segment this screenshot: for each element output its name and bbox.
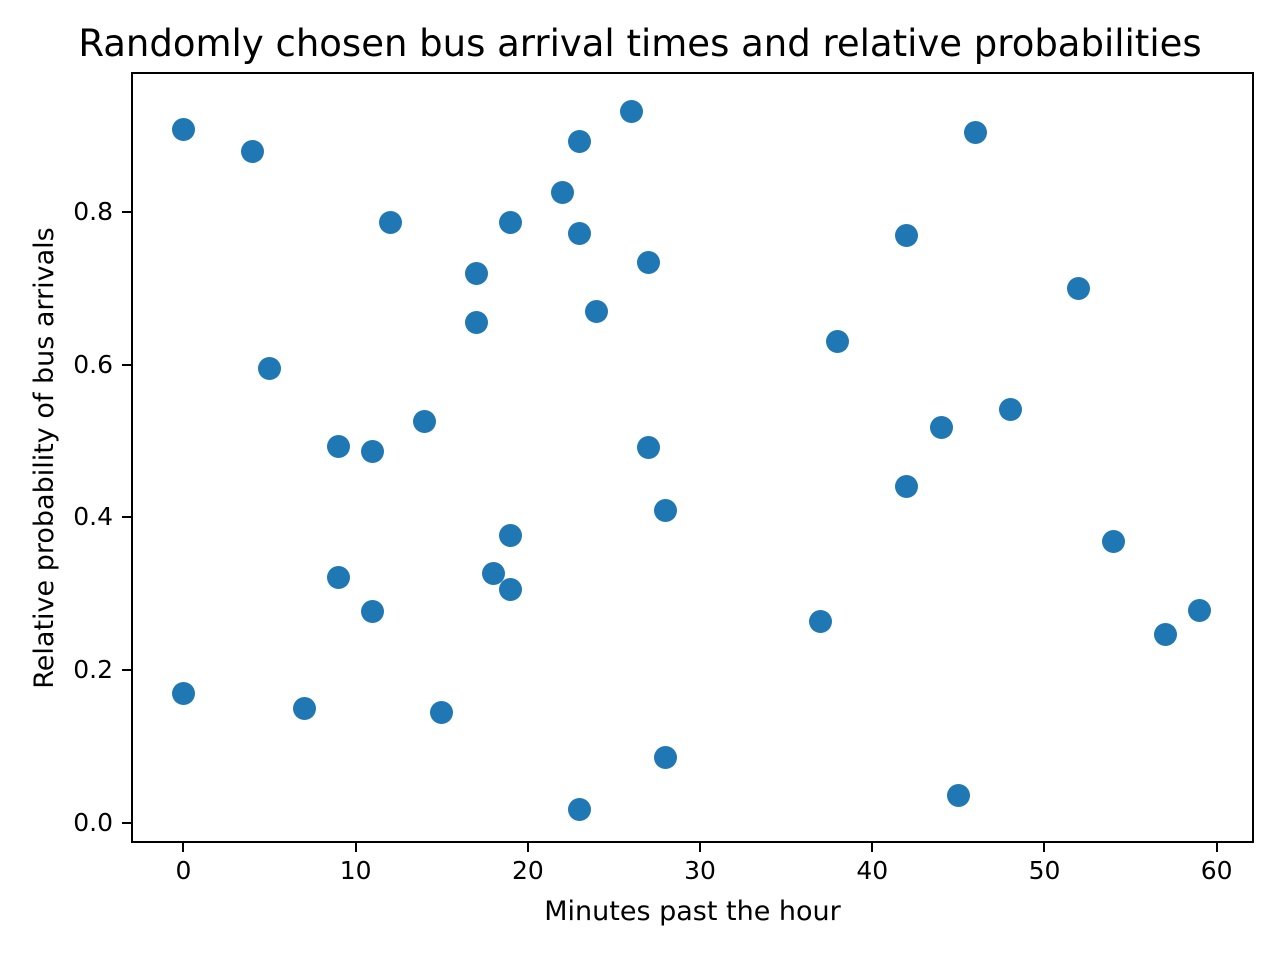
scatter-point [430,700,454,724]
scatter-point [171,118,195,142]
scatter-point [809,609,833,633]
y-axis-tick-mark [122,516,131,519]
y-axis-tick-label: 0.4 [73,502,113,532]
scatter-point [929,415,953,439]
scatter-point [998,397,1022,421]
scatter-point [636,250,660,274]
scatter-point [1153,622,1177,646]
scatter-point [654,745,678,769]
scatter-point [1101,529,1125,553]
chart-title: Randomly chosen bus arrival times and re… [78,22,1202,65]
plot-area [131,72,1254,843]
scatter-point [292,696,316,720]
x-axis-tick-mark [354,843,357,852]
scatter-point [361,439,385,463]
x-axis-tick-label: 10 [339,856,372,885]
scatter-point [258,357,282,381]
scatter-point [464,261,488,285]
x-axis-tick-label: 60 [1200,856,1233,885]
x-axis-tick-label: 0 [175,856,192,885]
x-axis-tick-label: 20 [511,856,544,885]
x-axis-tick-label: 30 [684,856,716,885]
scatter-point [378,210,402,234]
scatter-point [895,224,919,248]
scatter-point [481,562,505,586]
y-axis-tick-label: 0.6 [73,349,113,379]
scatter-point [636,435,660,459]
scatter-point [964,121,988,145]
scatter-point [171,682,195,706]
scatter-point [654,499,678,523]
y-axis-tick-mark [122,363,131,366]
y-axis-tick-mark [122,211,131,214]
x-axis-tick-label: 40 [856,856,889,885]
x-axis-tick-mark [699,843,702,852]
x-axis-tick-mark [526,843,529,852]
scatter-point [240,140,264,164]
scatter-point [499,210,523,234]
scatter-point [499,524,523,548]
scatter-point [413,409,437,433]
x-axis-tick-mark [1215,843,1218,852]
y-axis-tick-mark [122,821,131,824]
y-axis-tick-label: 0.0 [73,807,113,837]
scatter-point [499,577,523,601]
x-axis-tick-mark [1043,843,1046,852]
y-axis-tick-label: 0.2 [73,655,113,685]
scatter-point [946,783,970,807]
scatter-point [568,797,592,821]
y-axis-tick-mark [122,669,131,672]
scatter-point [895,475,919,499]
x-axis-tick-label: 50 [1028,856,1061,885]
y-axis-label: Relative probability of bus arrivals [29,227,60,689]
scatter-point [326,434,350,458]
scatter-point [568,221,592,245]
y-axis-tick-label: 0.8 [73,197,113,227]
scatter-point [361,599,385,623]
scatter-point [568,130,592,154]
scatter-point [326,566,350,590]
scatter-point [619,99,643,123]
x-axis-label: Minutes past the hour [544,896,841,927]
x-axis-tick-mark [871,843,874,852]
scatter-point [550,180,574,204]
scatter-point [1187,599,1211,623]
scatter-point [1067,276,1091,300]
x-axis-tick-mark [182,843,185,852]
scatter-point [464,310,488,334]
scatter-point [826,330,850,354]
scatter-point [585,299,609,323]
